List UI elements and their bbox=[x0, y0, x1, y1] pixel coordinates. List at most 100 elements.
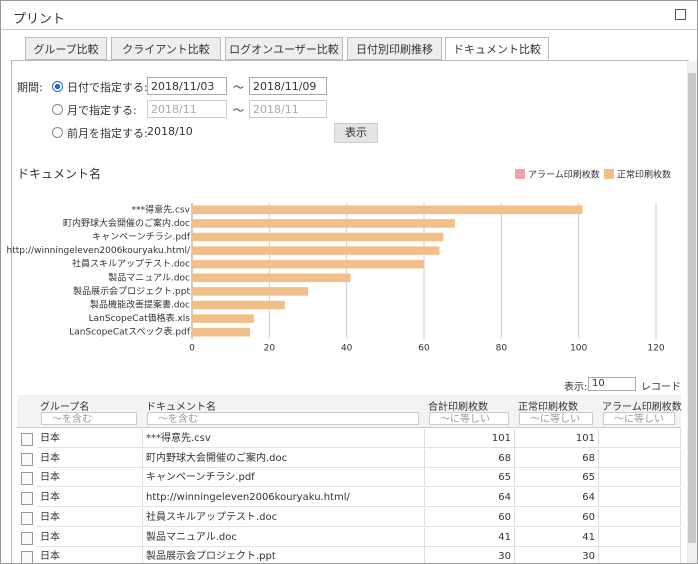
tab[interactable]: クライアント比較 bbox=[111, 37, 221, 60]
range-sep: ～ bbox=[233, 104, 244, 117]
table-cell: 41 bbox=[515, 527, 599, 547]
row-icon[interactable] bbox=[21, 551, 33, 563]
column-header: 正常印刷枚数 bbox=[518, 402, 578, 413]
bar bbox=[192, 259, 424, 269]
table-cell bbox=[599, 507, 681, 527]
bar bbox=[192, 287, 308, 296]
y-tick-label: 製品機能改善提案書.doc bbox=[90, 299, 190, 311]
y-tick-label: http://winningeleven2006kouryaku.html/ bbox=[7, 246, 191, 256]
x-tick-label: 60 bbox=[418, 344, 430, 354]
y-tick-label: キャンペーンチラシ.pdf bbox=[92, 232, 191, 243]
row-icon[interactable] bbox=[21, 433, 33, 446]
row-icon[interactable] bbox=[21, 452, 33, 466]
column-header: 合計印刷枚数 bbox=[428, 402, 488, 413]
table-cell: 68 bbox=[515, 448, 599, 468]
table-cell: 社員スキルアップテスト.doc bbox=[143, 507, 425, 527]
legend-label: アラーム印刷枚数 bbox=[528, 169, 600, 181]
title-bar bbox=[1, 1, 697, 30]
bar bbox=[192, 219, 455, 228]
pager-label: 表示: bbox=[564, 382, 588, 393]
table-cell: 101 bbox=[515, 429, 599, 448]
y-tick-label: 製品マニュアル.doc bbox=[108, 271, 190, 283]
show-button[interactable]: 表示 bbox=[334, 123, 378, 143]
month-to: 2018/11 bbox=[249, 100, 327, 118]
tab[interactable]: ログオンユーザー比較 bbox=[225, 37, 343, 60]
month-from: 2018/11 bbox=[147, 100, 227, 118]
table-cell bbox=[599, 468, 681, 488]
table-cell: 64 bbox=[515, 488, 599, 508]
table-cell: 日本 bbox=[37, 527, 143, 547]
prev-month: 2018/10 bbox=[147, 125, 193, 138]
tab[interactable]: 日付別印刷推移 bbox=[347, 37, 442, 60]
bar bbox=[192, 232, 444, 242]
table-cell: 65 bbox=[425, 468, 515, 488]
table-cell: 日本 bbox=[37, 429, 143, 448]
table-cell: 日本 bbox=[37, 468, 143, 488]
date-from[interactable]: 2018/11/03 bbox=[147, 77, 227, 95]
table-cell: 101 bbox=[425, 429, 515, 448]
table-cell: http://winningeleven2006kouryaku.html/ bbox=[143, 488, 425, 508]
bar bbox=[192, 300, 285, 310]
legend-swatch bbox=[604, 169, 614, 179]
table-cell bbox=[599, 488, 681, 508]
radio-prev[interactable] bbox=[52, 127, 63, 138]
radio-date[interactable] bbox=[52, 81, 63, 92]
x-tick-label: 80 bbox=[496, 344, 508, 354]
y-tick-label: 製品展示会プロジェクト.ppt bbox=[73, 285, 190, 297]
filter-input[interactable]: ～に等しい bbox=[519, 412, 593, 425]
bar bbox=[192, 314, 254, 323]
chart-title: ドキュメント名 bbox=[17, 167, 102, 181]
filter-input[interactable]: ～を含む bbox=[41, 412, 137, 425]
x-tick-label: 100 bbox=[570, 344, 587, 354]
tab[interactable]: ドキュメント比較 bbox=[445, 37, 549, 60]
row-icon[interactable] bbox=[21, 472, 33, 486]
table-cell: 30 bbox=[515, 547, 599, 563]
page-size[interactable]: 10 bbox=[588, 377, 636, 391]
row-icon[interactable] bbox=[21, 492, 33, 506]
chart: 0 20 40 60 80 100 120 ***得意先.csv 町内野球大会開催のご案内.do… bbox=[7, 169, 672, 354]
tab[interactable]: グループ比較 bbox=[25, 37, 107, 60]
row-icon[interactable] bbox=[21, 531, 33, 545]
row-icon[interactable] bbox=[21, 511, 33, 525]
bar bbox=[192, 327, 250, 337]
period-label: 期間: bbox=[17, 81, 43, 94]
scrollbar[interactable] bbox=[687, 61, 697, 563]
y-tick-label: LanScopeCat価格表.xls bbox=[89, 312, 191, 324]
table-cell bbox=[599, 429, 681, 448]
table-cell bbox=[599, 527, 681, 547]
bar bbox=[192, 273, 351, 283]
logout-icon[interactable] bbox=[675, 9, 686, 20]
y-tick-label: LanScopeCatスペック表.pdf bbox=[69, 326, 191, 338]
window-title: プリント bbox=[13, 12, 66, 27]
range-sep: ～ bbox=[233, 81, 244, 94]
bar bbox=[192, 205, 583, 215]
table-cell: キャンペーンチラシ.pdf bbox=[143, 468, 425, 488]
x-tick-label: 40 bbox=[341, 344, 353, 354]
filter-input[interactable]: ～に等しい bbox=[429, 412, 509, 425]
radio-month[interactable] bbox=[52, 104, 63, 115]
table-cell: 日本 bbox=[37, 547, 143, 563]
table-cell: 製品展示会プロジェクト.ppt bbox=[143, 547, 425, 563]
table-cell: 日本 bbox=[37, 488, 143, 508]
filter-input[interactable]: ～を含む bbox=[147, 412, 419, 425]
bar bbox=[192, 246, 440, 255]
table-cell: 64 bbox=[425, 488, 515, 508]
column-header: アラーム印刷枚数 bbox=[602, 402, 682, 413]
y-tick-label: 町内野球大会開催のご案内.doc bbox=[63, 217, 190, 229]
y-tick-label: ***得意先.csv bbox=[132, 203, 191, 215]
table-cell: 日本 bbox=[37, 448, 143, 468]
y-tick-label: 社員スキルアップテスト.doc bbox=[72, 258, 190, 270]
table-cell: 日本 bbox=[37, 507, 143, 527]
table-cell: 町内野球大会開催のご案内.doc bbox=[143, 448, 425, 468]
pager-unit: レコード bbox=[641, 382, 681, 393]
table-cell: 30 bbox=[425, 547, 515, 563]
table-cell: 68 bbox=[425, 448, 515, 468]
date-to[interactable]: 2018/11/09 bbox=[249, 77, 327, 95]
radio-label: 日付で指定する: bbox=[67, 81, 148, 94]
x-tick-label: 20 bbox=[264, 344, 276, 354]
column-header: グループ名 bbox=[40, 402, 90, 413]
table-cell: 41 bbox=[425, 527, 515, 547]
legend-swatch bbox=[515, 169, 525, 179]
filter-input[interactable]: ～に等しい bbox=[603, 412, 675, 425]
